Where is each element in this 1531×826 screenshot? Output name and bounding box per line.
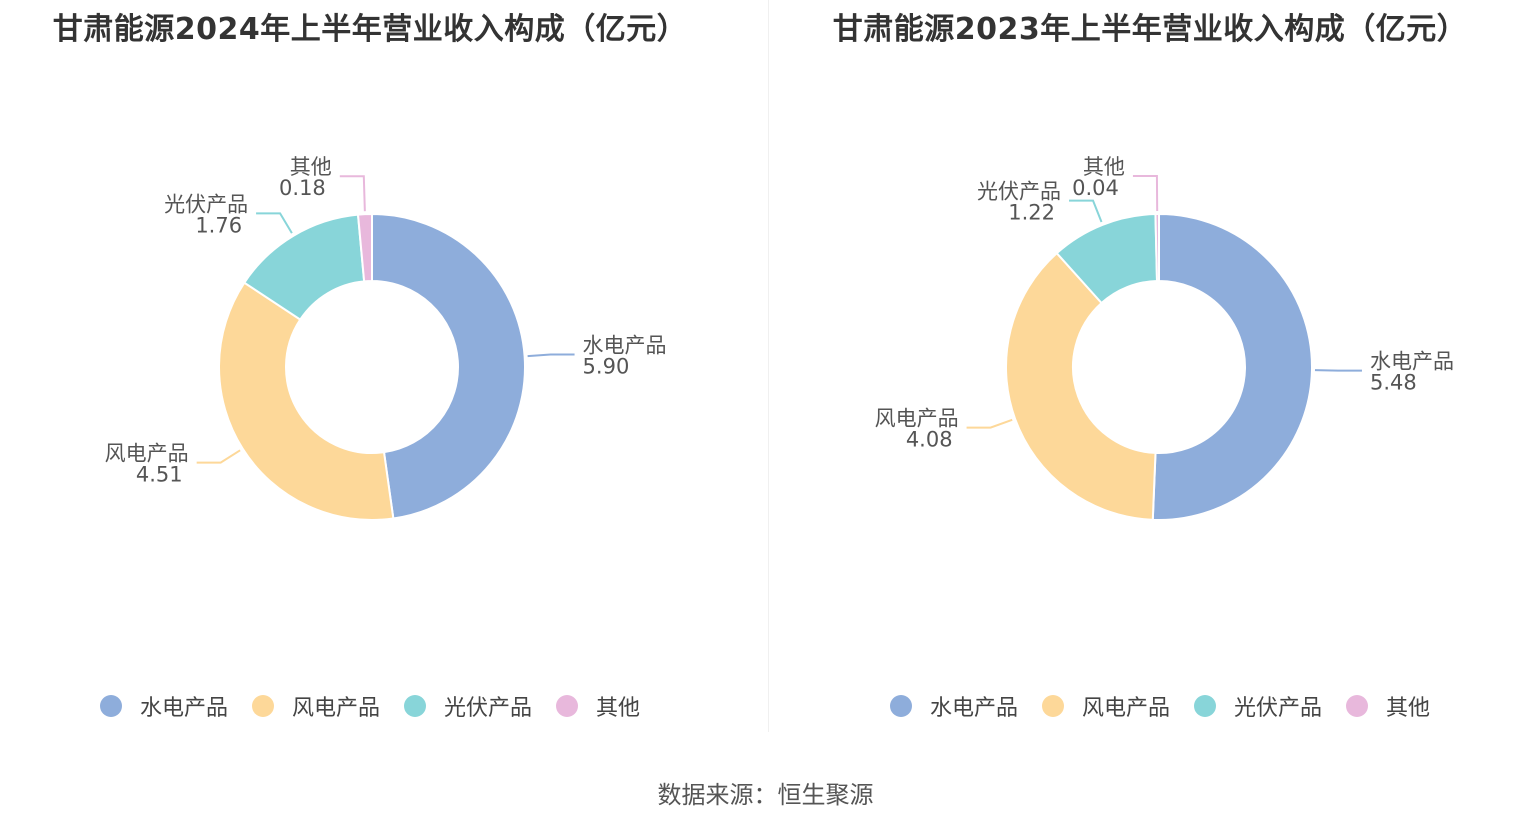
slice-value-other: 0.18: [279, 176, 326, 200]
legend-dot-icon: [1346, 695, 1369, 717]
slice-value-wind: 4.08: [906, 428, 953, 452]
chart-title: 甘肃能源2024年上半年营业收入构成（亿元）: [52, 12, 688, 47]
slice-value-wind: 4.51: [136, 463, 183, 487]
legend-label: 风电产品: [1081, 696, 1170, 721]
legend-dot-icon: [251, 695, 274, 717]
slice-label-solar: 光伏产品: [977, 180, 1061, 204]
legend-dot-icon: [889, 695, 912, 717]
chart-panel-2023: 甘肃能源2023年上半年营业收入构成（亿元） 水电产品 5.48 风电产品 4.08 光…: [766, 0, 1531, 740]
legend-item-other[interactable]: 其他: [556, 690, 640, 722]
leader-line-wind: [966, 418, 1013, 429]
data-source: 数据来源：恒生聚源: [657, 781, 874, 809]
legend-item-solar[interactable]: 光伏产品: [404, 690, 532, 722]
slice-value-hydro: 5.48: [1370, 371, 1417, 395]
legend-item-hydro[interactable]: 水电产品: [99, 690, 228, 722]
slice-value-hydro: 5.90: [583, 354, 630, 378]
legend-dot-icon: [1041, 695, 1064, 717]
slice-value-other: 0.04: [1072, 176, 1119, 200]
leader-line-hydro: [527, 353, 575, 358]
slice-label-other: 其他: [290, 155, 332, 179]
slice-label-solar: 光伏产品: [164, 192, 248, 216]
legend-item-solar[interactable]: 光伏产品: [1194, 690, 1322, 722]
legend-label: 水电产品: [929, 696, 1018, 721]
legend-item-wind[interactable]: 风电产品: [1041, 690, 1170, 722]
legend-label: 光伏产品: [444, 696, 533, 721]
legend-dot-icon: [556, 695, 579, 717]
leader-line-wind: [196, 449, 241, 464]
slice-hydro[interactable]: [1151, 212, 1313, 521]
panel-divider: [768, 0, 769, 732]
legend-label: 其他: [596, 696, 641, 721]
legend-label: 其他: [1386, 696, 1431, 721]
slice-label-wind: 风电产品: [105, 442, 189, 466]
legend: 水电产品 风电产品 光伏产品 其他: [790, 690, 1530, 722]
legend-item-other[interactable]: 其他: [1346, 690, 1430, 722]
leader-line-solar: [1069, 199, 1103, 223]
legend-dot-icon: [1194, 695, 1216, 717]
chart-panel-2024: 甘肃能源2024年上半年营业收入构成（亿元） 水电产品 5.90 风电产品 4.51 光…: [0, 0, 765, 740]
legend-label: 水电产品: [139, 696, 228, 721]
legend-item-hydro[interactable]: 水电产品: [889, 690, 1018, 722]
leader-line-other: [339, 175, 366, 212]
slice-hydro[interactable]: [371, 212, 526, 520]
slice-other[interactable]: [356, 212, 373, 283]
leader-line-other: [1132, 175, 1159, 212]
legend-label: 光伏产品: [1234, 696, 1323, 721]
slice-value-solar: 1.22: [1008, 201, 1055, 225]
slice-label-wind: 风电产品: [875, 407, 959, 431]
legend-label: 风电产品: [291, 696, 380, 721]
slice-other[interactable]: [1154, 212, 1160, 283]
slice-wind[interactable]: [1005, 251, 1157, 521]
slice-label-hydro: 水电产品: [583, 333, 667, 357]
slice-wind[interactable]: [218, 281, 395, 521]
legend: 水电产品 风电产品 光伏产品 其他: [0, 690, 740, 722]
slice-label-hydro: 水电产品: [1370, 350, 1454, 374]
legend-item-wind[interactable]: 风电产品: [251, 690, 380, 722]
legend-dot-icon: [99, 695, 122, 717]
slice-value-solar: 1.76: [195, 213, 242, 237]
legend-dot-icon: [404, 695, 426, 717]
slice-label-other: 其他: [1083, 155, 1125, 179]
chart-title: 甘肃能源2023年上半年营业收入构成（亿元）: [832, 12, 1468, 47]
leader-line-solar: [256, 212, 293, 234]
